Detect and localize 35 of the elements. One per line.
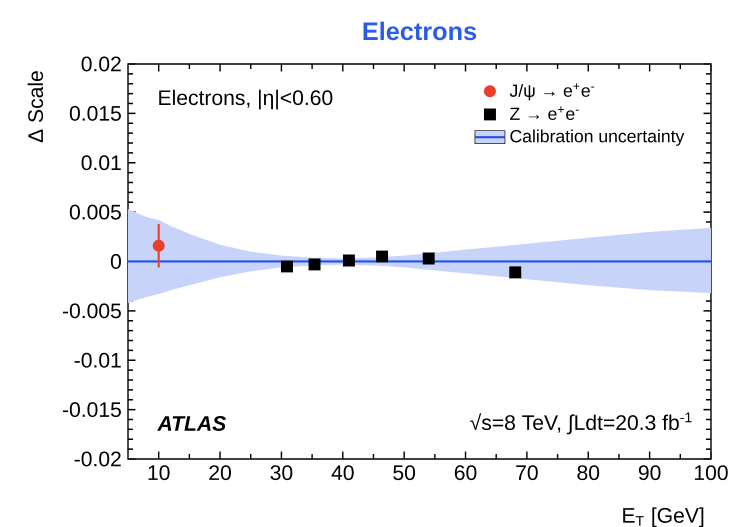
x-tick-label: 70 [516,465,538,480]
y-tick-label: 0.005 [70,204,121,220]
y-tick-label: 0.015 [70,106,121,121]
x-tick-label: 100 [694,465,728,480]
legend-label: Z → e$^{+}$e$^{-}$ [510,106,579,120]
y-tick-label: 0 [110,254,121,269]
y-tick-label: -0.01 [74,352,121,368]
point [152,240,165,252]
point [376,250,388,263]
x-tick-label: 80 [577,465,600,480]
chart-title: Electrons [364,22,476,40]
x-tick-label: 10 [148,465,170,480]
x-tick-label: 90 [638,465,661,480]
point [422,252,435,265]
y-tick-label: -0.02 [74,452,121,466]
x-axis-title: E$_{T}$ [GeV] [623,507,704,527]
y-tick-label: -0.005 [62,303,121,318]
y-tick-label: 0.02 [82,56,121,72]
x-tick-label: 30 [270,465,292,480]
x-tick-label: 20 [209,465,231,480]
annotation: ATLAS [157,416,226,431]
y-axis-title: Δ Scale [28,71,44,142]
annotation: √s=8 TeV, ∫Ldt=20.3 fb$^{-1}$ [470,412,692,434]
x-tick-label: 60 [454,465,476,480]
point [280,260,293,272]
point [509,266,522,278]
legend-label: J/ψ → e$^{+}$e$^{-}$ [510,83,594,100]
point [308,258,321,270]
y-tick-label: -0.015 [62,402,121,418]
x-tick-label: 40 [332,465,354,480]
legend-label: Calibration uncertainty [510,130,684,146]
y-tick-label: 0.01 [82,155,121,170]
x-tick-label: 50 [393,465,416,480]
point [342,254,355,266]
annotation: Electrons, |η|<0.60 [159,90,332,110]
